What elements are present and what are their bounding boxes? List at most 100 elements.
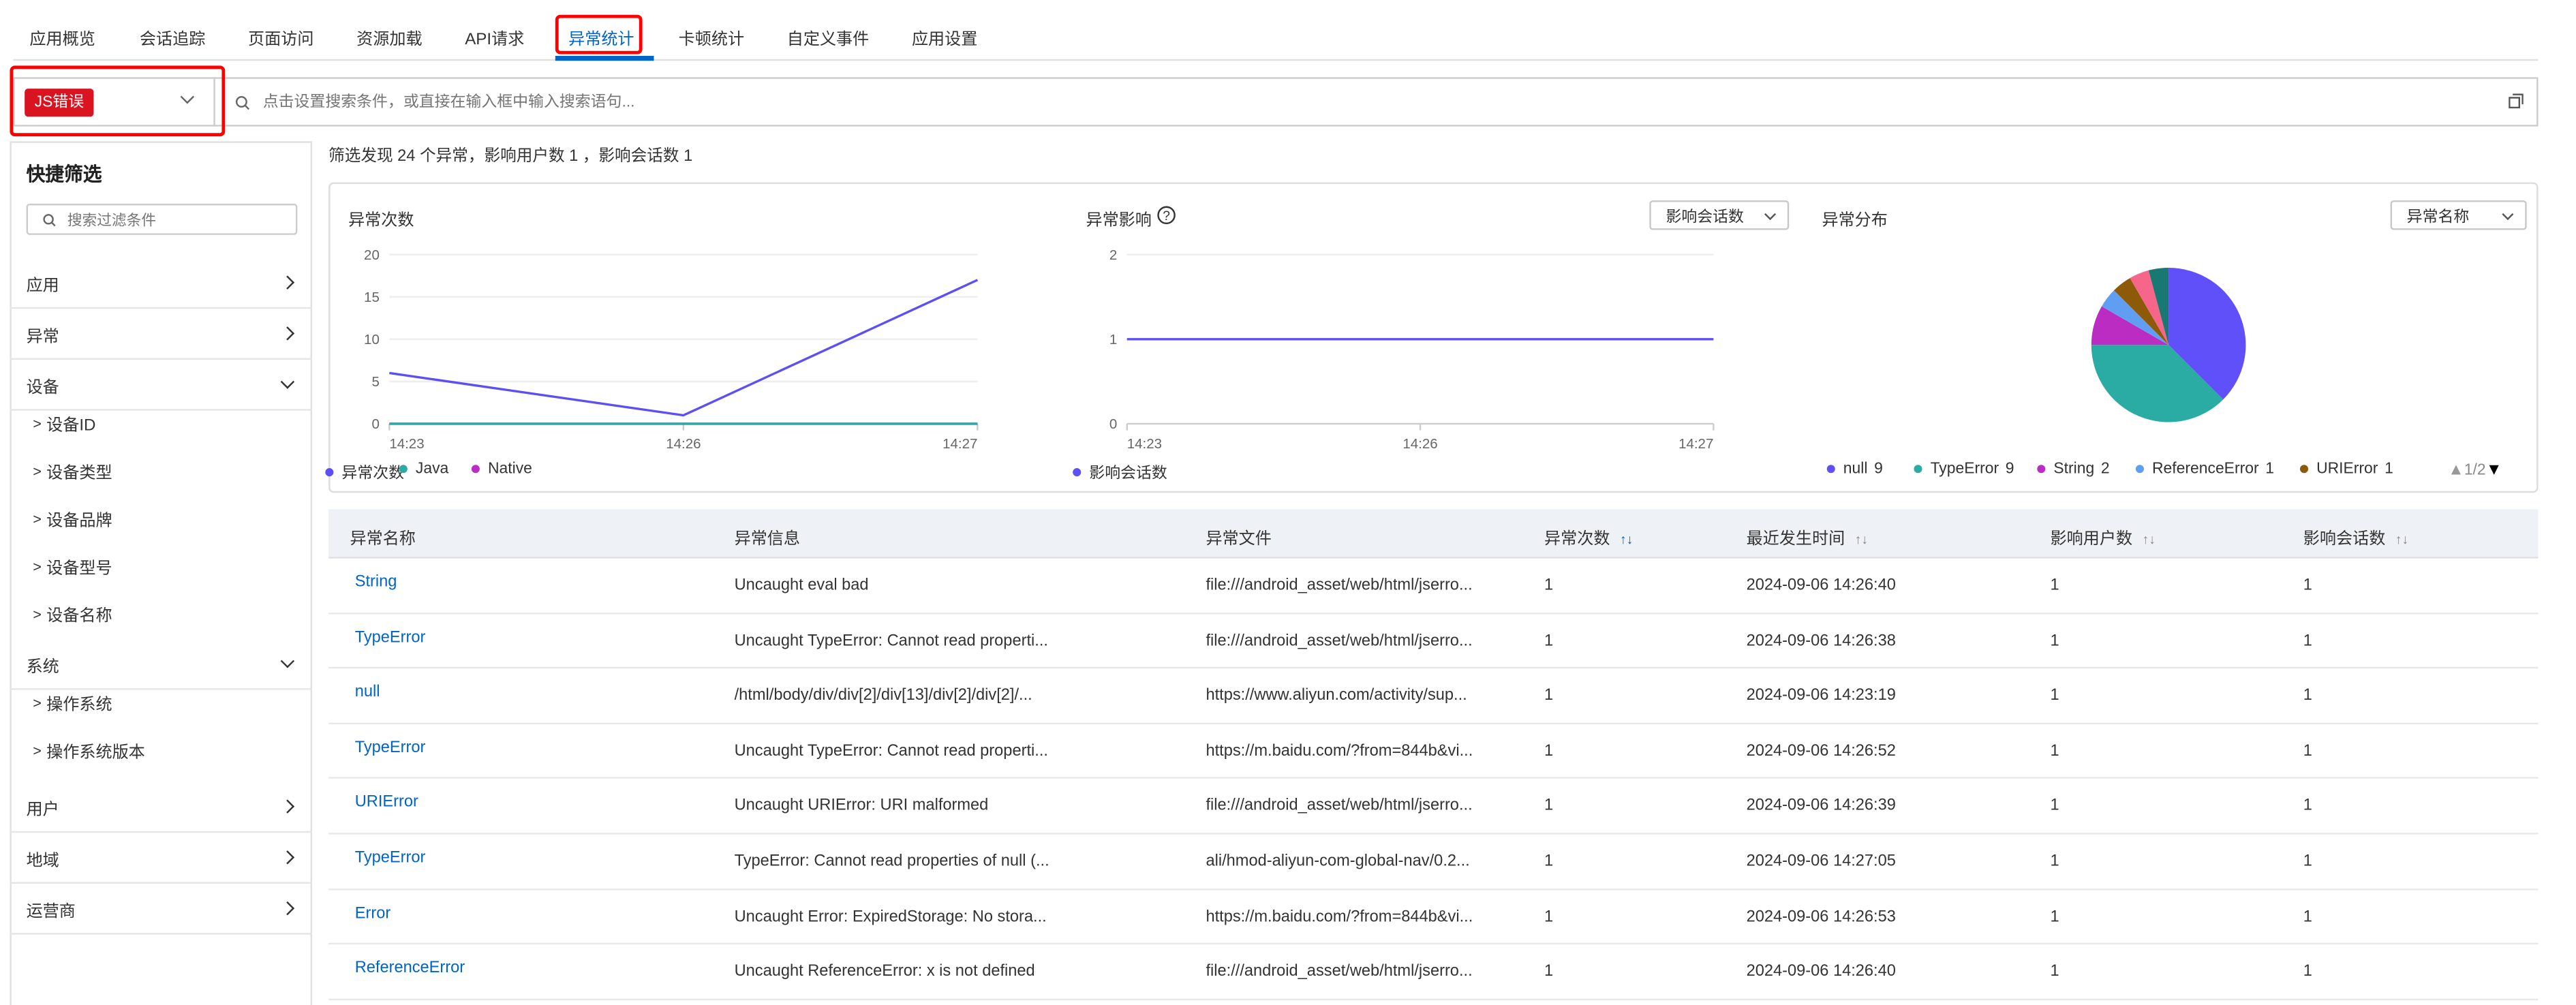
sidebar-subitem-label: 设备型号 [46,560,112,578]
table-cell: 1 [2050,576,2059,595]
legend-item[interactable]: String 2 [2037,460,2110,478]
sidebar-section-4[interactable]: 用户 [10,782,313,833]
tab-1[interactable]: 会话追踪 [139,31,206,50]
column-header-label: 异常文件 [1206,530,1272,549]
legend-item[interactable]: ReferenceError 1 [2135,460,2274,478]
sort-icon[interactable]: ↑↓ [1619,532,1634,547]
legend-item[interactable]: null 9 [1826,460,1883,478]
table-cell: 1 [1544,632,1554,650]
distribution-dimension-select[interactable]: 异常名称 [2390,200,2527,230]
table-cell: 1 [1544,576,1554,595]
y-tick-label: 1 [1109,332,1117,347]
column-header[interactable]: 异常次数 ↑↓ [1544,524,1634,549]
sidebar-subitem[interactable]: > 操作系统 [10,679,312,726]
pie-slice[interactable] [2091,306,2169,345]
tab-5[interactable]: 异常统计 [568,31,634,50]
legend-value: 1 [2385,459,2393,478]
exception-name-link[interactable]: ReferenceError [354,959,465,978]
tab-4[interactable]: API请求 [465,31,525,50]
pie-slice[interactable] [2114,278,2169,345]
sidebar-subitem[interactable]: > 操作系统版本 [10,726,312,774]
filter-search-field[interactable] [26,203,298,235]
tab-2[interactable]: 页面访问 [248,31,314,50]
legend-prev-icon[interactable]: ▲ [2447,461,2464,480]
table-cell: 2024-09-06 14:26:39 [1746,797,1896,816]
sidebar-section-6[interactable]: 运营商 [10,884,313,935]
table-row: TypeError Uncaught TypeError: Cannot read… [328,614,2539,669]
legend-item[interactable]: Java [399,460,448,478]
filter-search-input[interactable] [67,208,290,230]
column-header[interactable]: 影响会话数 ↑↓ [2303,524,2409,549]
table-cell: https://m.baidu.com/?from=844b&vi... [1206,908,1473,926]
x-tick-label: 14:27 [1678,436,1713,452]
pie-slice[interactable] [2102,290,2169,345]
pie-slice[interactable] [2168,267,2246,400]
sidebar-section-label: 运营商 [26,902,76,921]
tab-8[interactable]: 应用设置 [911,31,978,50]
pie-slice[interactable] [2091,345,2224,422]
column-header-label: 影响会话数 [2303,530,2386,549]
tab-6[interactable]: 卡顿统计 [678,31,745,50]
sidebar-section-0[interactable]: 应用 [10,258,313,309]
help-icon[interactable]: ? [1156,205,1176,225]
legend-item[interactable]: 影响会话数 [1073,460,1167,483]
search-input[interactable] [262,85,2481,119]
table-row: null/html/body/div/div[2]/div[13]/div[2]… [328,669,2539,724]
sidebar-section-label: 应用 [26,277,59,295]
legend-item[interactable]: Native [471,460,532,478]
legend-item[interactable]: TypeError 9 [1914,460,2014,478]
sidebar-subitem[interactable]: > 设备型号 [10,542,312,590]
sidebar-subitem[interactable]: > 设备品牌 [10,495,312,542]
table-cell: file:///android_asset/web/html/jserro... [1206,963,1473,981]
sidebar-section-3[interactable]: 系统 [10,639,313,690]
pie-slice[interactable] [2148,267,2169,345]
sidebar-section-2[interactable]: 设备 [10,360,313,411]
legend-next-icon[interactable]: ▼ [2485,461,2502,480]
sort-icon[interactable]: ↑↓ [1854,532,1868,547]
legend-item[interactable]: 异常次数 [325,460,404,483]
series-line-异常次数 [389,279,979,417]
error-type-select[interactable]: JS错误 [13,77,215,127]
exception-name-link[interactable]: TypeError [354,628,426,647]
legend-dot [2135,465,2144,474]
sidebar-section-label: 设备 [26,378,59,397]
legend-pager[interactable]: ▲ 1/2 ▼ [2448,461,2502,480]
sort-icon[interactable]: ↑↓ [2395,532,2409,547]
sidebar-section-1[interactable]: 异常 [10,309,313,360]
legend-item[interactable]: URIError 1 [2299,459,2393,478]
table-cell: 1 [1544,908,1554,926]
distribution-pie-chart [2091,267,2246,422]
column-header-label: 最近发生时间 [1746,530,1845,549]
exception-name-link[interactable]: TypeError [354,849,426,867]
table-cell: 1 [2303,632,2312,650]
type-badge: JS错误 [25,89,94,117]
column-header[interactable]: 影响用户数 ↑↓ [2051,524,2156,549]
sidebar-section-label: 地域 [26,851,59,870]
chevron-right-icon: > [33,414,42,431]
impact-metric-select[interactable]: 影响会话数 [1649,200,1790,230]
table-cell: /html/body/div/div[2]/div[13]/div[2]/div… [734,687,1032,705]
exception-name-link[interactable]: String [354,573,397,591]
y-tick-label: 15 [364,290,380,305]
sidebar-section-5[interactable]: 地域 [10,833,313,884]
legend-label: URIError [2316,459,2378,478]
pie-slice[interactable] [2130,270,2169,345]
exception-name-link[interactable]: URIError [354,794,418,812]
table-cell: 2024-09-06 14:27:05 [1746,852,1896,871]
tab-3[interactable]: 资源加载 [356,31,423,50]
sidebar-subitem[interactable]: > 设备名称 [10,589,312,637]
tab-0[interactable]: 应用概览 [29,31,95,50]
exception-name-link[interactable]: null [354,683,380,702]
sidebar-subitem[interactable]: > 设备类型 [10,447,312,495]
table-cell: 1 [2303,576,2312,595]
exception-name-link[interactable]: Error [354,904,391,923]
sort-icon[interactable]: ↑↓ [2142,532,2156,547]
exception-name-link[interactable]: TypeError [354,739,426,757]
summary-text: 筛选发现 24 个异常，影响用户数 1 ，影响会话数 1 [328,147,693,166]
table-cell: 1 [1544,797,1554,816]
tab-7[interactable]: 自定义事件 [786,31,870,50]
x-tick-label: 14:23 [1127,436,1162,452]
sidebar-subitem[interactable]: > 设备ID [10,399,312,447]
column-header[interactable]: 最近发生时间 ↑↓ [1746,524,1868,549]
expand-icon[interactable] [2509,93,2524,109]
